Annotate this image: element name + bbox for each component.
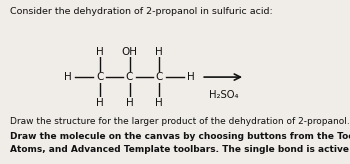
Text: H: H [64, 72, 72, 82]
Text: OH: OH [121, 47, 138, 57]
Text: Consider the dehydration of 2-propanol in sulfuric acid:: Consider the dehydration of 2-propanol i… [10, 7, 273, 16]
Text: H: H [155, 47, 163, 57]
Text: H: H [187, 72, 195, 82]
Text: H: H [96, 98, 104, 107]
Text: H: H [96, 47, 104, 57]
Text: H₂SO₄: H₂SO₄ [209, 90, 238, 100]
Text: C: C [126, 72, 133, 82]
Text: Draw the molecule on the canvas by choosing buttons from the Tools (for bonds),
: Draw the molecule on the canvas by choos… [10, 132, 350, 154]
Text: H: H [155, 98, 163, 107]
Text: H: H [126, 98, 133, 107]
Text: Draw the structure for the larger product of the dehydration of 2-propanol.: Draw the structure for the larger produc… [10, 117, 350, 126]
Text: C: C [155, 72, 163, 82]
Text: C: C [96, 72, 104, 82]
